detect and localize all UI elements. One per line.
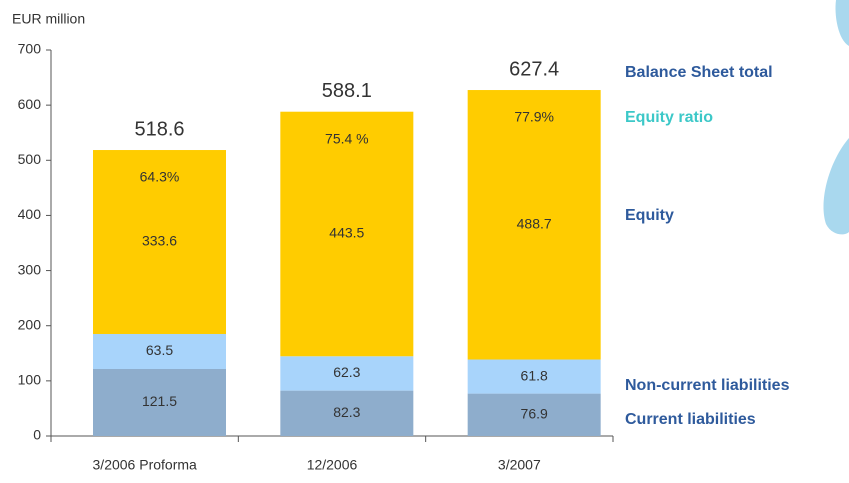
- x-tick-label: 12/2006: [307, 457, 358, 473]
- decoration: [823, 138, 849, 235]
- x-tick-label: 3/2006 Proforma: [93, 457, 197, 473]
- total-label: 588.1: [322, 80, 372, 102]
- equity-ratio-label: 77.9%: [514, 109, 554, 125]
- data-label: 62.3: [333, 364, 360, 380]
- legend-label: Equity: [625, 207, 674, 224]
- bar-segment: [280, 111, 414, 357]
- data-label: 61.8: [521, 367, 548, 383]
- legend-label: Equity ratio: [625, 109, 713, 126]
- bar-segment: [93, 333, 226, 370]
- data-label: 443.5: [329, 225, 364, 241]
- data-label: 63.5: [146, 342, 173, 358]
- data-label: 82.3: [333, 404, 360, 420]
- y-axis-label: EUR million: [12, 11, 85, 27]
- legend-label: Current liabilities: [625, 411, 756, 428]
- data-label: 488.7: [517, 215, 552, 231]
- y-tick-label: 700: [18, 41, 42, 57]
- data-label: 333.6: [142, 233, 177, 249]
- y-tick-label: 200: [18, 316, 42, 332]
- y-tick-label: 100: [18, 372, 42, 388]
- bar-segment: [280, 356, 414, 391]
- y-tick-label: 600: [18, 96, 42, 112]
- bar-segment: [467, 359, 601, 394]
- y-tick-label: 300: [18, 261, 42, 277]
- bar-segment: [93, 369, 226, 436]
- legend-label: Non-current liabilities: [625, 377, 790, 394]
- data-label: 121.5: [142, 393, 177, 409]
- x-tick-label: 3/2007: [498, 457, 541, 473]
- equity-ratio-label: 75.4 %: [325, 130, 369, 146]
- equity-ratio-label: 64.3%: [140, 169, 180, 185]
- total-label: 518.6: [134, 118, 184, 140]
- y-tick-label: 400: [18, 206, 42, 222]
- decoration: [835, 0, 849, 46]
- legend-label: Balance Sheet total: [625, 64, 773, 81]
- data-label: 76.9: [521, 406, 548, 422]
- total-label: 627.4: [509, 58, 559, 80]
- bar-segment: [467, 90, 601, 360]
- y-tick-label: 0: [33, 427, 41, 443]
- bar-segment: [467, 393, 601, 436]
- bar-segment: [280, 390, 414, 436]
- y-tick-label: 500: [18, 151, 42, 167]
- bar-segment: [93, 150, 226, 334]
